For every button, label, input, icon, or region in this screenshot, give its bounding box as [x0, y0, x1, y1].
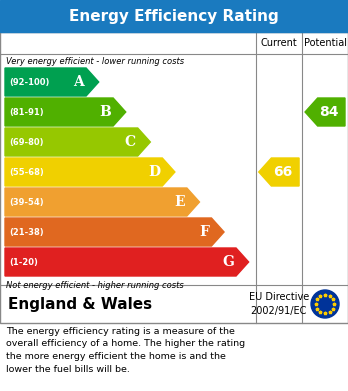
- Polygon shape: [5, 98, 126, 126]
- Text: England & Wales: England & Wales: [8, 296, 152, 312]
- Text: Energy Efficiency Rating: Energy Efficiency Rating: [69, 9, 279, 23]
- Text: 66: 66: [273, 165, 293, 179]
- Text: G: G: [222, 255, 234, 269]
- Text: Potential: Potential: [303, 38, 347, 48]
- Polygon shape: [259, 158, 299, 186]
- Polygon shape: [5, 128, 150, 156]
- Bar: [0, 32, 348, 323]
- Text: Very energy efficient - lower running costs: Very energy efficient - lower running co…: [6, 57, 184, 66]
- Text: (39-54): (39-54): [9, 197, 44, 206]
- Text: Current: Current: [261, 38, 297, 48]
- Text: (92-100): (92-100): [9, 77, 49, 86]
- Text: F: F: [200, 225, 209, 239]
- Text: D: D: [148, 165, 160, 179]
- Text: 84: 84: [319, 105, 339, 119]
- Text: EU Directive
2002/91/EC: EU Directive 2002/91/EC: [249, 292, 309, 316]
- Text: B: B: [100, 105, 111, 119]
- Text: A: A: [73, 75, 84, 89]
- Text: C: C: [125, 135, 136, 149]
- Text: (21-38): (21-38): [9, 228, 44, 237]
- Polygon shape: [5, 218, 224, 246]
- Polygon shape: [5, 68, 99, 96]
- Text: E: E: [174, 195, 185, 209]
- Polygon shape: [5, 188, 199, 216]
- Text: Not energy efficient - higher running costs: Not energy efficient - higher running co…: [6, 280, 184, 289]
- Text: (81-91): (81-91): [9, 108, 44, 117]
- Circle shape: [311, 290, 339, 318]
- Text: (1-20): (1-20): [9, 258, 38, 267]
- Polygon shape: [5, 248, 248, 276]
- Polygon shape: [5, 158, 175, 186]
- Text: (55-68): (55-68): [9, 167, 44, 176]
- Text: (69-80): (69-80): [9, 138, 44, 147]
- Bar: [0, 0, 348, 32]
- Polygon shape: [305, 98, 345, 126]
- Text: The energy efficiency rating is a measure of the
overall efficiency of a home. T: The energy efficiency rating is a measur…: [6, 327, 245, 373]
